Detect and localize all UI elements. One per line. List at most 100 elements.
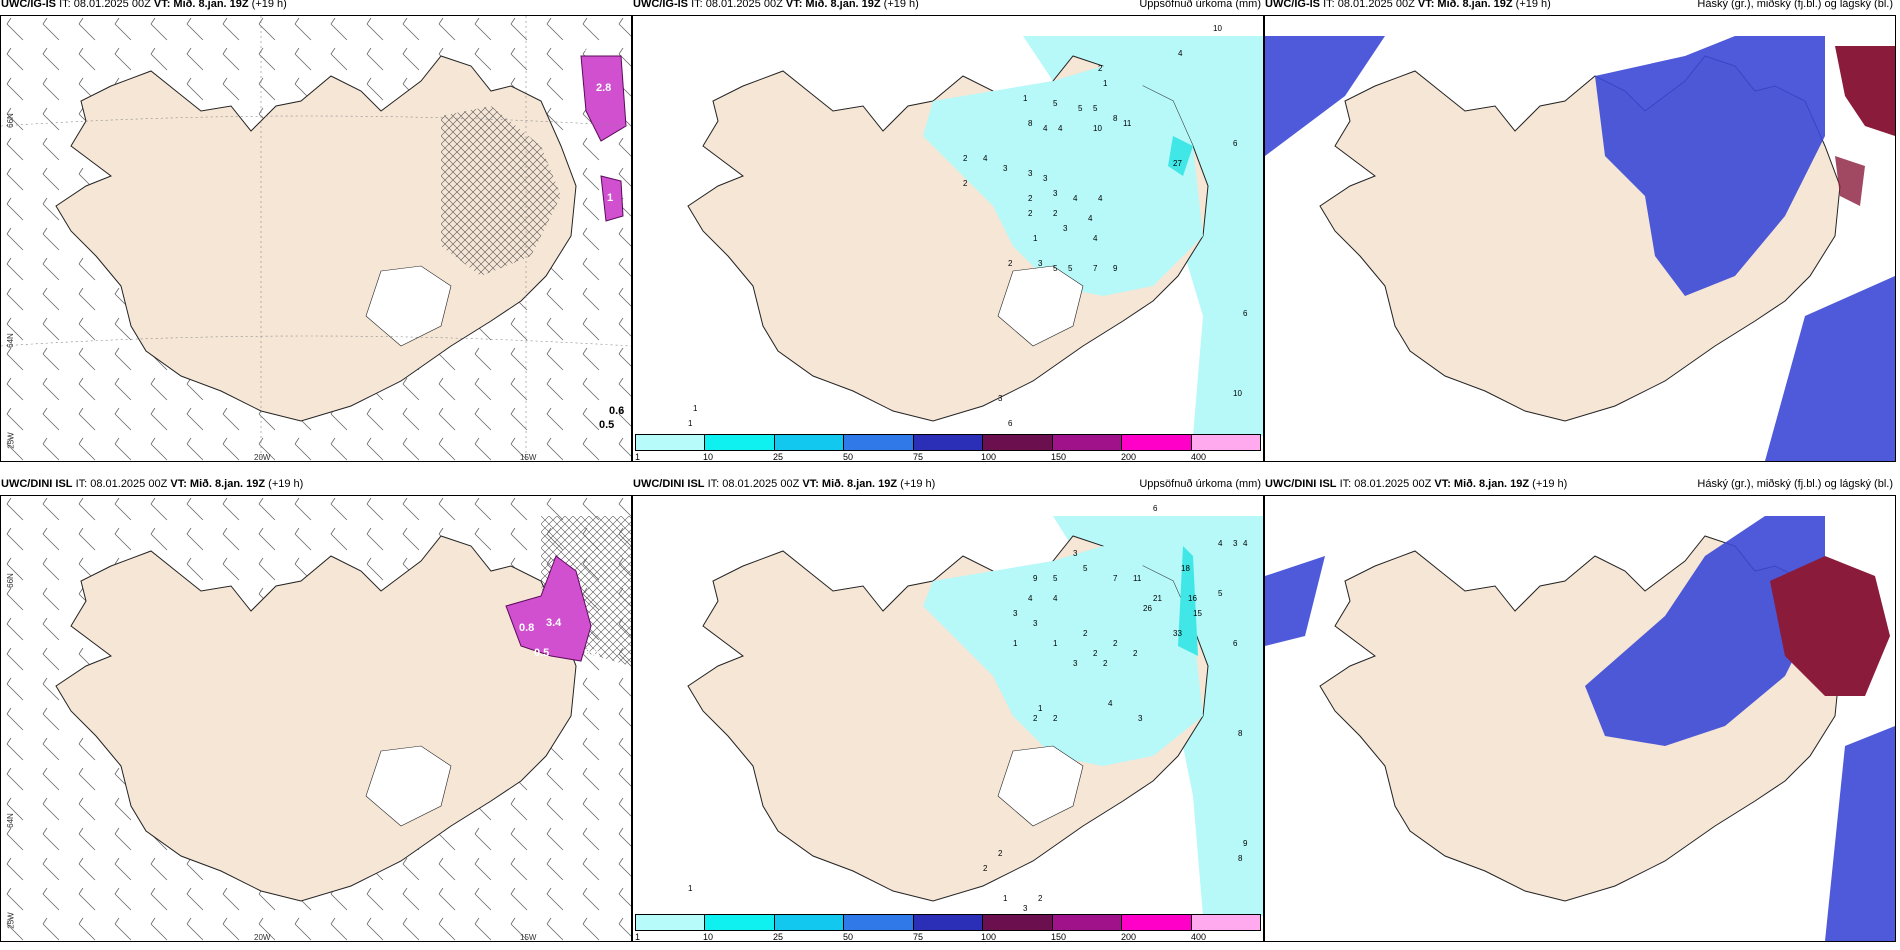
svg-text:6: 6 [1233, 139, 1238, 148]
svg-text:16: 16 [1188, 594, 1197, 603]
colorbar-seg [844, 915, 914, 930]
axis-lon-15: 15W [520, 453, 537, 462]
colorbar-tick: 75 [913, 932, 924, 942]
axis-lat-64: 64N [5, 813, 15, 828]
colorbar-seg [1122, 915, 1192, 930]
wind-panel-dini: UWC/DINI ISL IT: 08.01.2025 00Z VT: Mið.… [0, 478, 632, 942]
svg-text:3: 3 [1023, 904, 1028, 913]
colorbar-seg [1052, 915, 1123, 930]
svg-text:4: 4 [1043, 124, 1048, 133]
svg-text:8: 8 [1113, 114, 1118, 123]
colorbar-seg [636, 435, 706, 450]
colorbar-seg [705, 915, 775, 930]
precip-panel-dini: UWC/DINI ISL IT: 08.01.2025 00Z VT: Mið.… [632, 478, 1264, 942]
colorbar-tick: 25 [773, 932, 784, 942]
wind-panel-ig: UWC/IG-IS IT: 08.01.2025 00Z VT: Mið. 8.… [0, 0, 632, 462]
svg-text:1: 1 [693, 404, 698, 413]
svg-text:11: 11 [1133, 574, 1142, 583]
sea-precip [1023, 36, 1263, 436]
colorbar-seg [844, 435, 914, 450]
cloud-title: Háský (gr.), miðský (fj.bl.) og lágský (… [1697, 0, 1893, 10]
colorbar [635, 914, 1261, 931]
svg-text:10: 10 [1233, 389, 1242, 398]
colorbar-seg [1052, 435, 1123, 450]
colorbar-tick: 1 [635, 932, 641, 942]
svg-text:1: 1 [1038, 704, 1043, 713]
cloud-high-2 [1835, 156, 1865, 206]
svg-text:4: 4 [1058, 124, 1063, 133]
cloud-panel-ig: UWC/IG-IS IT: 08.01.2025 00Z VT: Mið. 8.… [1264, 0, 1896, 462]
cloud-panel-dini: UWC/DINI ISL IT: 08.01.2025 00Z VT: Mið.… [1264, 478, 1896, 942]
svg-text:4: 4 [1098, 194, 1103, 203]
svg-text:5: 5 [1068, 264, 1073, 273]
colorbar-seg [913, 435, 984, 450]
colorbar-seg [983, 435, 1053, 450]
svg-text:27: 27 [1173, 159, 1182, 168]
wind-map: 3.4 0.8 0.5 0.6 [1, 496, 631, 941]
svg-text:8: 8 [1238, 854, 1243, 863]
svg-text:33: 33 [1173, 629, 1182, 638]
svg-text:5: 5 [1053, 99, 1058, 108]
pink-value: 0.5 [534, 647, 549, 659]
cloud-low-land [1595, 36, 1825, 296]
land-precip [923, 66, 1203, 296]
colorbar-seg [774, 435, 845, 450]
svg-text:7: 7 [1113, 574, 1118, 583]
white-patch [365, 265, 452, 347]
svg-text:2: 2 [1083, 629, 1088, 638]
svg-text:8: 8 [1028, 119, 1033, 128]
svg-text:4: 4 [1093, 234, 1098, 243]
sea-precip [1053, 516, 1263, 916]
svg-text:5: 5 [1083, 564, 1088, 573]
svg-text:9: 9 [1033, 574, 1038, 583]
svg-text:2: 2 [1053, 209, 1058, 218]
colorbar-tick: 400 [1191, 452, 1207, 462]
colorbar-seg [705, 435, 775, 450]
svg-text:3: 3 [1013, 609, 1018, 618]
svg-text:3: 3 [1028, 169, 1033, 178]
svg-text:1: 1 [1053, 639, 1058, 648]
svg-text:21: 21 [1153, 594, 1162, 603]
cloud-map [1265, 516, 1895, 941]
colorbar-seg [1191, 435, 1260, 450]
pink-precip-2 [600, 175, 624, 222]
colorbar-tick: 200 [1121, 452, 1137, 462]
svg-text:18: 18 [1181, 564, 1190, 573]
svg-text:3: 3 [1063, 224, 1068, 233]
white-patch [997, 265, 1084, 347]
wind-map: 0.4 2.8 1 0.6 0.5 [1, 16, 631, 461]
svg-text:5: 5 [1078, 104, 1083, 113]
colorbar-tick: 1 [635, 452, 641, 462]
colorbar-tick: 50 [843, 932, 854, 942]
svg-text:3: 3 [1138, 714, 1143, 723]
svg-text:6: 6 [1153, 504, 1158, 513]
colorbar-tick: 75 [913, 452, 924, 462]
svg-text:3: 3 [1233, 539, 1238, 548]
svg-text:3: 3 [1033, 619, 1038, 628]
pink-value: 2.8 [596, 82, 611, 94]
svg-text:4: 4 [1108, 699, 1113, 708]
colorbar [635, 434, 1261, 451]
svg-text:6: 6 [1243, 309, 1248, 318]
colorbar-seg [636, 915, 706, 930]
iceland-landmass [55, 535, 577, 902]
svg-text:7: 7 [1093, 264, 1098, 273]
svg-text:26: 26 [1143, 604, 1152, 613]
panel-title: UWC/DINI ISL IT: 08.01.2025 00Z VT: Mið.… [1, 478, 304, 490]
panel-title: UWC/IG-IS IT: 08.01.2025 00Z VT: Mið. 8.… [1265, 0, 1551, 10]
cloud-high [1835, 46, 1895, 136]
svg-text:2: 2 [1008, 259, 1013, 268]
colorbar-tick: 50 [843, 452, 854, 462]
colorbar-tick: 100 [981, 932, 997, 942]
svg-text:2: 2 [998, 849, 1003, 858]
svg-text:2: 2 [1033, 714, 1038, 723]
svg-text:1: 1 [688, 884, 693, 893]
colorbar-tick: 25 [773, 452, 784, 462]
svg-text:9: 9 [1113, 264, 1118, 273]
pink-values: 3.4 0.8 0.5 0.6 [519, 617, 599, 659]
precip-title: Uppsöfnuð úrkoma (mm) [1139, 0, 1261, 10]
pink-value: 1 [607, 192, 613, 204]
svg-text:4: 4 [1243, 539, 1248, 548]
